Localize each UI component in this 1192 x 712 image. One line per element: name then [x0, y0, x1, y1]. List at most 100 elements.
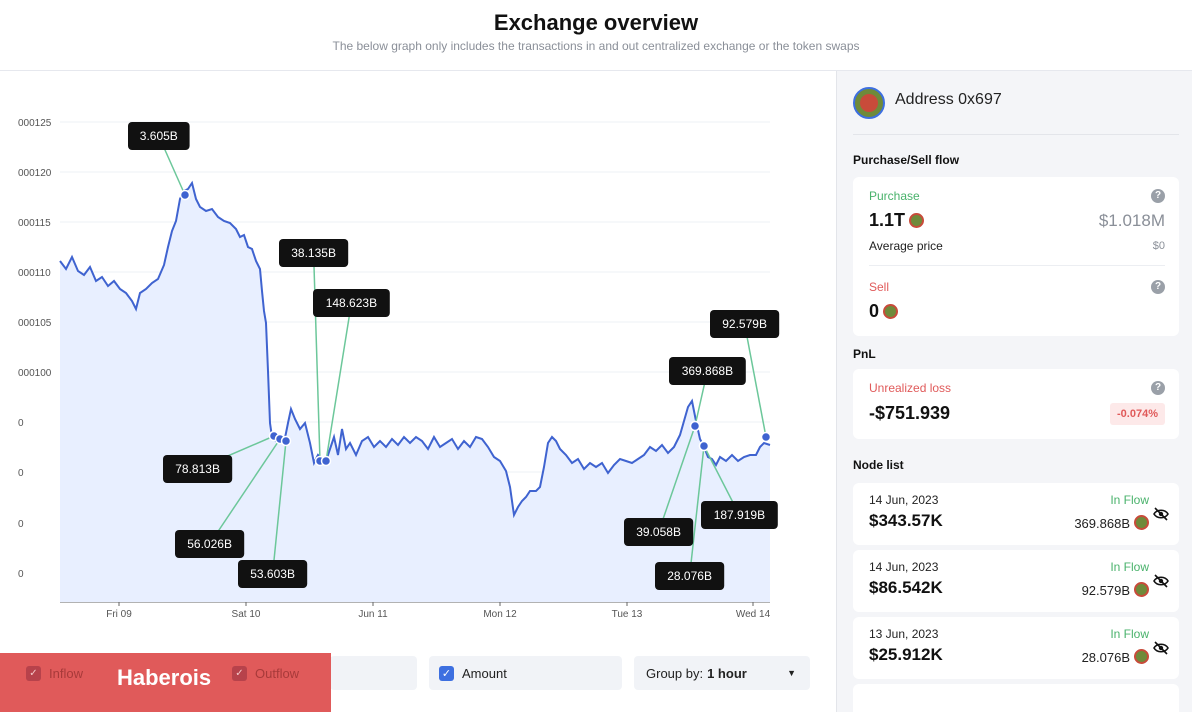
chart-controls: ✓ Amount Group by: 1 hour ▼	[0, 656, 836, 696]
callout-box	[710, 310, 780, 338]
sell-amount: 0	[869, 301, 880, 321]
callout-label: 369.868B	[682, 364, 733, 378]
node-tokens: 369.868B	[1074, 516, 1130, 531]
inflow-checkbox-icon[interactable]: ✓	[26, 666, 41, 681]
callout-label: 148.623B	[326, 296, 377, 310]
purchase-sell-title: Purchase/Sell flow	[853, 153, 960, 167]
y-tick-label: 0	[18, 468, 24, 479]
y-tick-label: 000115	[18, 218, 51, 229]
node-flow: In Flow	[1110, 560, 1149, 574]
y-tick-label: 000100	[18, 368, 52, 379]
brand-logo-text: Haberois	[117, 665, 212, 690]
token-icon	[1134, 649, 1149, 664]
data-point	[760, 431, 772, 443]
node-date: 14 Jun, 2023	[869, 560, 939, 574]
node-flow: In Flow	[1110, 627, 1149, 641]
page-header: Exchange overview The below graph only i…	[0, 0, 1192, 71]
callout-leader-line	[325, 302, 353, 462]
inflow-toggle[interactable]: ✓ Inflow	[26, 666, 83, 681]
callout-box	[128, 122, 190, 150]
y-tick-label: 0	[18, 569, 24, 580]
eye-off-icon[interactable]	[1153, 574, 1169, 591]
node-amount: $86.542K	[869, 578, 943, 597]
callout-box	[175, 530, 245, 558]
sell-amount-row: 0	[869, 301, 899, 322]
purchase-amount: 1.1T	[869, 210, 906, 230]
token-icon	[909, 213, 925, 228]
page-subtitle: The below graph only includes the transa…	[332, 39, 860, 53]
address-label: Address 0x697	[895, 91, 1002, 108]
list-item[interactable]: 13 Jun, 2023 In Flow $25.912K 28.076B	[853, 617, 1179, 679]
callout-leader-line	[271, 440, 287, 575]
y-tick-label: 000125	[18, 118, 52, 129]
help-icon[interactable]: ?	[1151, 280, 1165, 294]
amount-toggle[interactable]: ✓ Amount	[429, 656, 622, 690]
callout-label: 28.076B	[667, 569, 712, 583]
unrealized-loss-value: -$751.939	[869, 403, 951, 423]
series-line	[59, 180, 771, 519]
group-by-label: Group by:	[646, 665, 704, 681]
callout-box	[669, 357, 746, 385]
list-item[interactable]: 14 Jun, 2023 In Flow $86.542K 92.579B	[853, 550, 1179, 612]
node-tokens-row: 369.868B	[1074, 515, 1149, 531]
node-tokens-row: 28.076B	[1082, 649, 1149, 665]
data-point	[698, 440, 710, 452]
token-icon	[1134, 582, 1149, 597]
data-point	[179, 189, 191, 201]
amount-checkbox-icon[interactable]: ✓	[439, 665, 454, 681]
y-tick-label: 000110	[18, 268, 51, 279]
chart-svg: 000125 000120 000115 000110 000105 000100 0 0 0 0…	[18, 118, 780, 620]
amount-label: Amount	[462, 665, 507, 681]
list-item[interactable]	[853, 684, 1179, 712]
x-tick-label: Jun 11	[358, 609, 388, 620]
x-tick-label: Wed 14	[736, 609, 771, 620]
x-tick-label: Sat 10	[232, 609, 261, 620]
group-by-value: 1 hour	[707, 665, 747, 681]
callout-leader-line	[208, 438, 281, 545]
callout-leader-line	[743, 323, 767, 438]
sidebar: Address 0x697 Purchase/Sell flow Purchas…	[836, 71, 1192, 712]
series-area	[60, 183, 770, 602]
callout-label: 56.026B	[187, 537, 232, 551]
node-date: 13 Jun, 2023	[869, 627, 939, 641]
pnl-card: Unrealized loss ? -$751.939 -0.074%	[853, 369, 1179, 439]
y-tick-label: 0	[18, 519, 24, 530]
search-field[interactable]	[330, 656, 417, 690]
eye-off-icon[interactable]	[1153, 641, 1169, 658]
outflow-toggle[interactable]: ✓ Outflow	[232, 666, 299, 681]
purchase-amount-row: 1.1T	[869, 210, 925, 231]
eye-off-icon[interactable]	[1153, 507, 1169, 524]
pnl-title: PnL	[853, 347, 876, 361]
node-tokens-row: 92.579B	[1082, 582, 1149, 598]
group-by-select[interactable]: Group by: 1 hour ▼	[634, 656, 810, 690]
callout-label: 53.603B	[250, 567, 295, 581]
callout-box	[163, 455, 233, 483]
list-item[interactable]: 14 Jun, 2023 In Flow $343.57K 369.868B	[853, 483, 1179, 545]
x-tick-label: Mon 12	[483, 609, 517, 620]
page-title: Exchange overview	[493, 10, 699, 35]
help-icon[interactable]: ?	[1151, 381, 1165, 395]
avatar	[853, 87, 885, 119]
outflow-checkbox-icon[interactable]: ✓	[232, 666, 247, 681]
callout-label: 78.813B	[175, 462, 220, 476]
callout-box	[655, 562, 725, 590]
average-price-label: Average price	[869, 239, 943, 253]
node-flow: In Flow	[1110, 493, 1149, 507]
sell-label: Sell	[869, 280, 890, 294]
help-icon[interactable]: ?	[1151, 189, 1165, 203]
callout-label: 3.605B	[140, 129, 178, 143]
callout-box	[701, 501, 778, 529]
token-icon	[1134, 515, 1149, 530]
node-amount: $25.912K	[869, 645, 943, 664]
y-tick-label: 000105	[18, 318, 52, 329]
divider	[869, 265, 1165, 266]
callout-leader-line	[312, 252, 321, 462]
callout-leader-line	[688, 445, 705, 577]
data-point	[320, 455, 332, 467]
address-header: Address 0x697	[853, 87, 1179, 135]
x-tick-label: Tue 13	[612, 609, 643, 620]
callout-label: 39.058B	[636, 525, 681, 539]
node-list-title: Node list	[853, 458, 904, 472]
purchase-sell-card: Purchase ? 1.1T $1.018M Average price $0…	[853, 177, 1179, 336]
unrealized-loss-label: Unrealized loss	[869, 381, 952, 395]
